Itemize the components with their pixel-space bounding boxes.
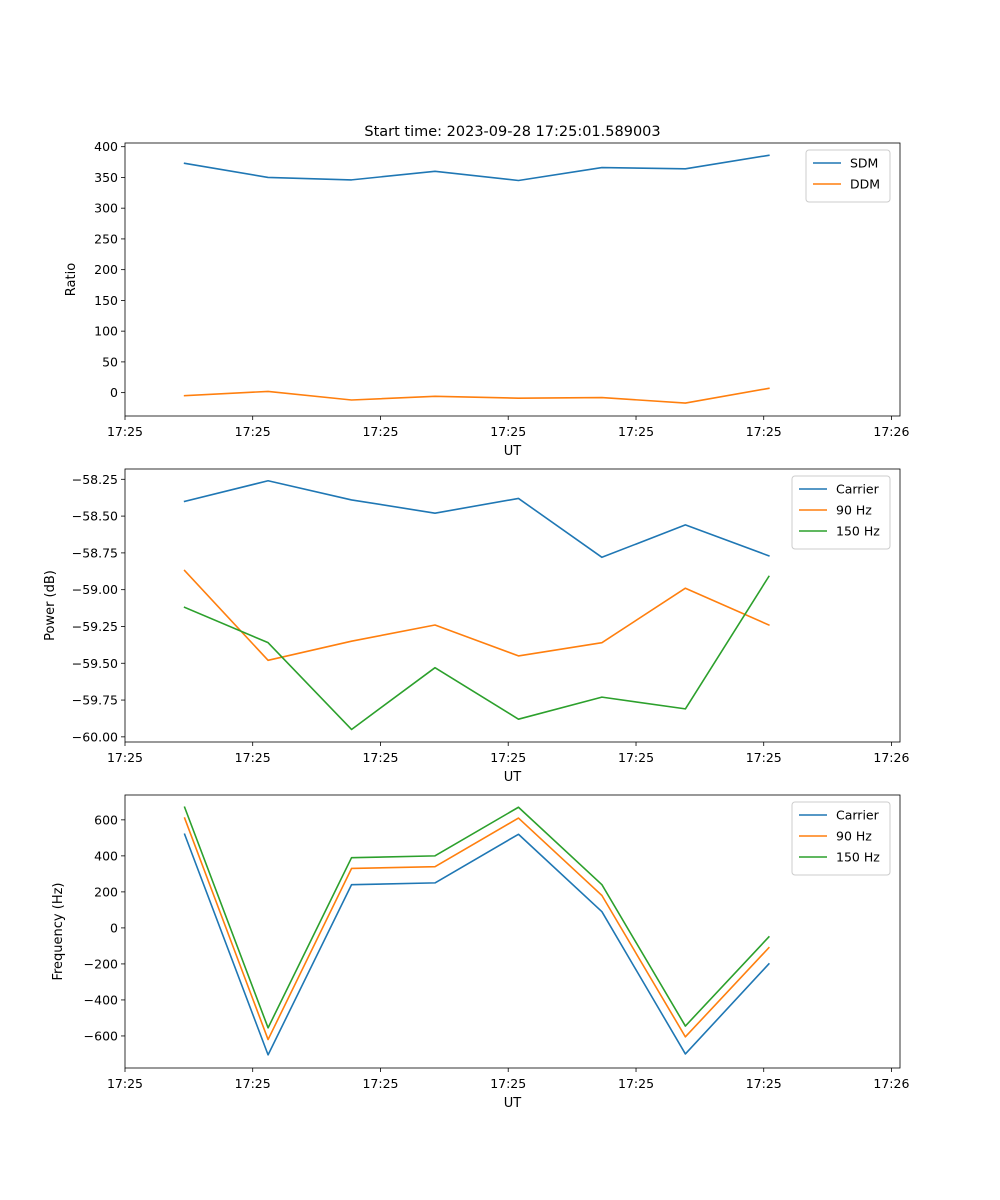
ratio-series-line-1 <box>183 387 770 404</box>
frequency-x-axis-label: UT <box>504 1096 522 1111</box>
ratio-series-line-0 <box>183 154 770 182</box>
frequency-legend: Carrier 90 Hz 150 Hz <box>791 801 891 876</box>
ratio-legend: SDM DDM <box>805 149 891 203</box>
frequency-x-tick-label: 17:25 <box>235 1076 271 1091</box>
power-x-tick-label: 17:25 <box>362 750 398 765</box>
frequency-x-tick-label: 17:25 <box>362 1076 398 1091</box>
power-legend-label-0: Carrier <box>836 482 880 497</box>
ratio-y-tick-label: 100 <box>94 324 118 339</box>
power-x-tick-label: 17:25 <box>490 750 526 765</box>
power-legend-label-1: 90 Hz <box>836 503 872 518</box>
frequency-x-tick-label: 17:25 <box>746 1076 782 1091</box>
frequency-y-tick-label: −200 <box>84 956 118 971</box>
power-y-tick-label: −58.50 <box>72 509 118 524</box>
frequency-x-tick-label: 17:25 <box>107 1076 143 1091</box>
ratio-y-tick-label: 50 <box>102 354 118 369</box>
ratio-legend-label-0: SDM <box>850 156 878 171</box>
ratio-x-tick-label: 17:25 <box>107 424 143 439</box>
power-y-axis-label: Power (dB) <box>43 570 58 641</box>
frequency-x-tick-label: 17:25 <box>490 1076 526 1091</box>
ratio-x-tick-label: 17:26 <box>873 424 909 439</box>
power-x-tick-label: 17:25 <box>235 750 271 765</box>
frequency-series-line-1 <box>183 817 770 1041</box>
figure-title: Start time: 2023-09-28 17:25:01.589003 <box>364 124 660 140</box>
ratio-y-axis-label: Ratio <box>64 263 79 296</box>
frequency-y-tick-label: 0 <box>110 920 118 935</box>
power-axes-frame <box>124 468 901 743</box>
ratio-y-tick-label: 300 <box>94 201 118 216</box>
ratio-y-tick-label: 350 <box>94 170 118 185</box>
frequency-x-tick-label: 17:25 <box>618 1076 654 1091</box>
subplot-ratio: 17:25 17:25 17:25 17:25 17:25 17:25 17:26 0 50 10… <box>64 139 909 459</box>
frequency-legend-label-0: Carrier <box>836 808 880 823</box>
ratio-x-tick-label: 17:25 <box>362 424 398 439</box>
power-x-tick-label: 17:26 <box>873 750 909 765</box>
frequency-y-tick-label: 200 <box>94 884 118 899</box>
power-y-tick-label: −59.50 <box>72 656 118 671</box>
power-y-tick-label: −60.00 <box>72 729 118 744</box>
power-legend-label-2: 150 Hz <box>836 524 880 539</box>
power-y-tick-label: −59.75 <box>72 693 118 708</box>
power-legend: Carrier 90 Hz 150 Hz <box>791 475 891 550</box>
frequency-axes-frame <box>124 794 901 1069</box>
power-series-line-0 <box>183 479 770 559</box>
frequency-series-line-2 <box>183 806 770 1029</box>
ratio-legend-label-1: DDM <box>850 177 880 192</box>
ratio-x-tick-label: 17:25 <box>235 424 271 439</box>
frequency-y-tick-label: −400 <box>84 992 118 1007</box>
frequency-series-line-0 <box>183 833 770 1056</box>
ratio-x-axis-label: UT <box>504 444 522 459</box>
frequency-x-tick-label: 17:26 <box>873 1076 909 1091</box>
ratio-y-tick-label: 0 <box>110 385 118 400</box>
power-x-axis-label: UT <box>504 770 522 785</box>
ratio-y-tick-label: 200 <box>94 262 118 277</box>
subplots: 17:25 17:25 17:25 17:25 17:25 17:25 17:26 0 50 10… <box>43 139 909 1111</box>
ratio-y-tick-label: 400 <box>94 139 118 154</box>
frequency-legend-label-1: 90 Hz <box>836 829 872 844</box>
ratio-y-tick-label: 150 <box>94 293 118 308</box>
ratio-x-tick-label: 17:25 <box>490 424 526 439</box>
power-x-tick-label: 17:25 <box>618 750 654 765</box>
power-x-tick-label: 17:25 <box>107 750 143 765</box>
power-series-line-2 <box>183 575 770 731</box>
ratio-x-tick-label: 17:25 <box>618 424 654 439</box>
frequency-y-tick-label: 400 <box>94 848 118 863</box>
frequency-y-axis-label: Frequency (Hz) <box>51 882 66 980</box>
power-y-tick-label: −58.25 <box>72 472 118 487</box>
power-y-tick-label: −59.25 <box>72 619 118 634</box>
power-y-tick-label: −59.00 <box>72 582 118 597</box>
ratio-y-tick-label: 250 <box>94 231 118 246</box>
power-x-tick-label: 17:25 <box>746 750 782 765</box>
frequency-y-tick-label: −600 <box>84 1028 118 1043</box>
ratio-axes-frame <box>124 142 901 417</box>
power-y-tick-label: −58.75 <box>72 545 118 560</box>
frequency-legend-label-2: 150 Hz <box>836 850 880 865</box>
subplot-frequency: 17:25 17:25 17:25 17:25 17:25 17:25 17:26 −600 −… <box>51 794 909 1111</box>
ratio-x-tick-label: 17:25 <box>746 424 782 439</box>
subplot-power: 17:25 17:25 17:25 17:25 17:25 17:25 17:26 −60.0… <box>43 468 909 785</box>
frequency-y-tick-label: 600 <box>94 812 118 827</box>
